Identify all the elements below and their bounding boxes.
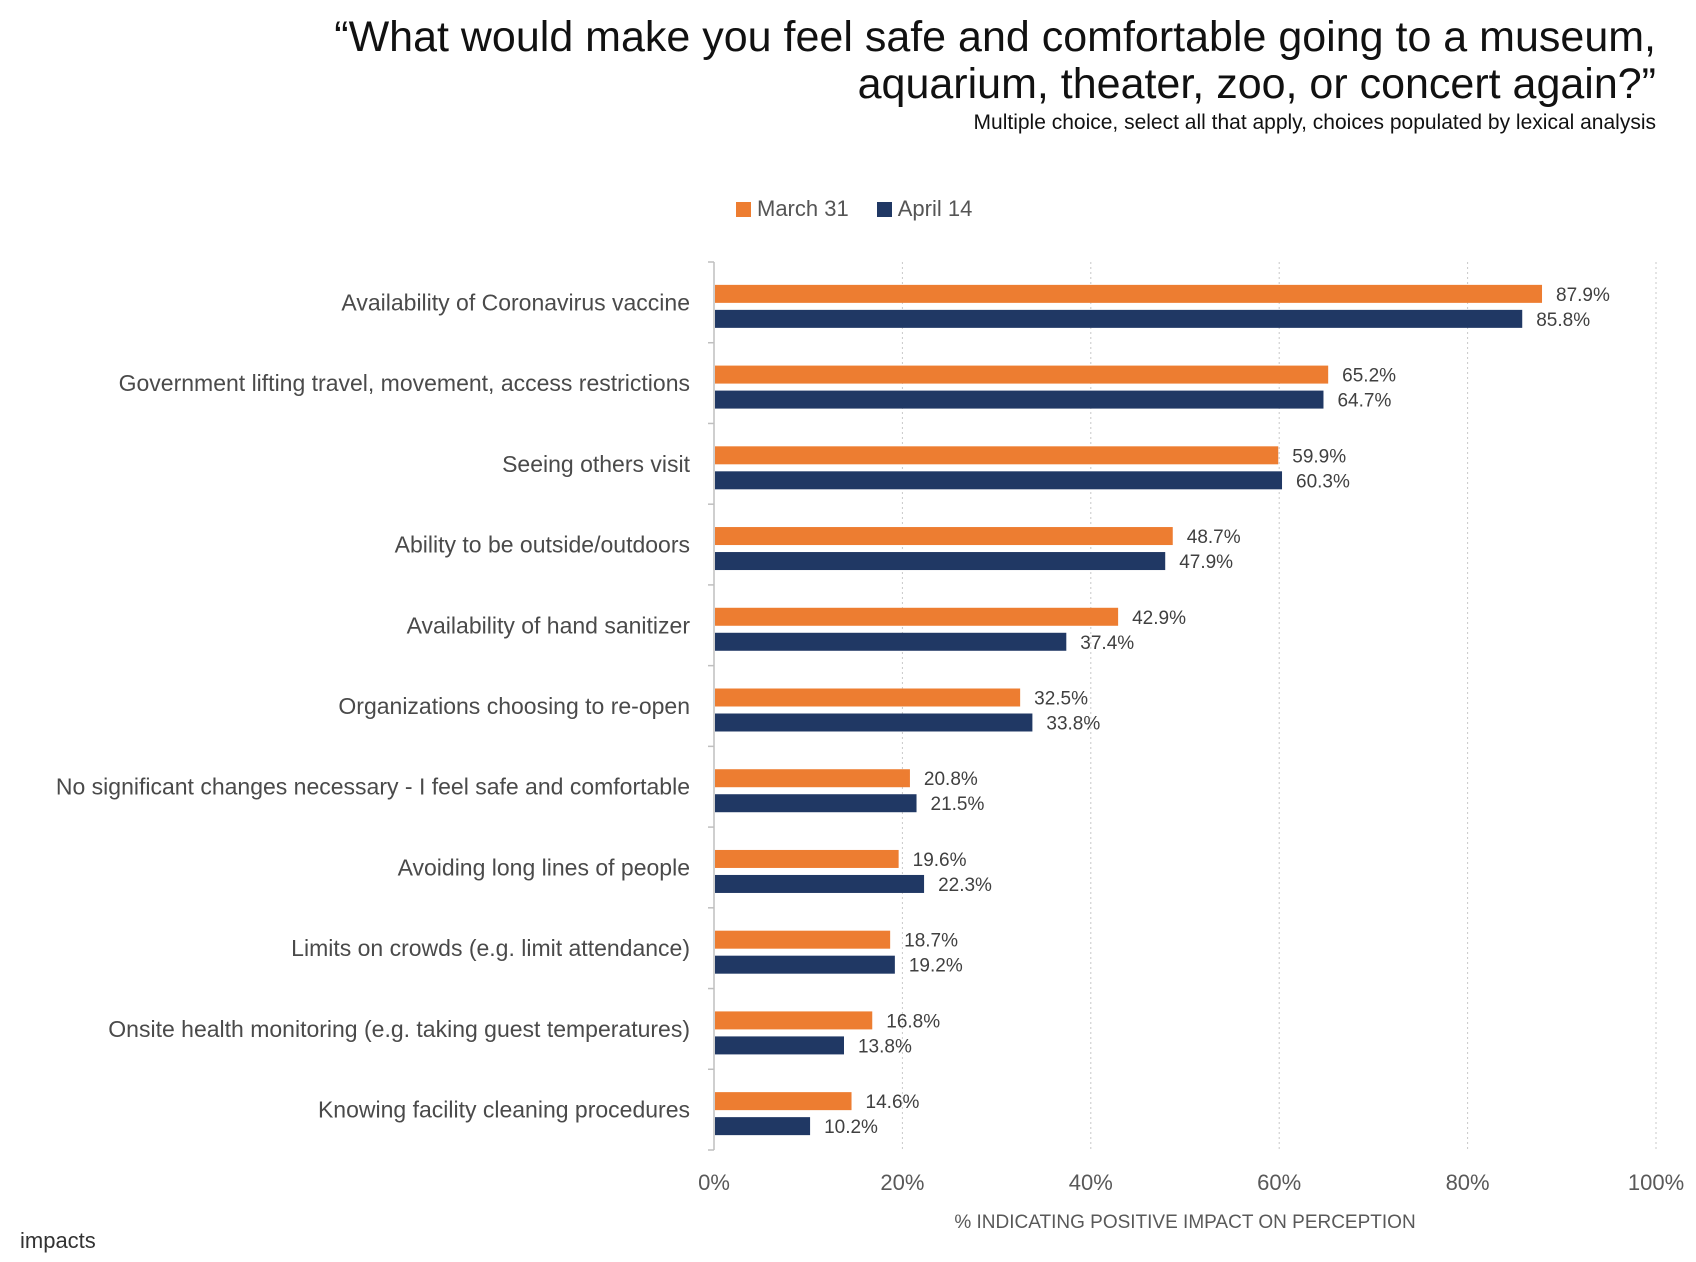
impacts-logo: impacts — [20, 1228, 96, 1254]
data-label: 33.8% — [1046, 714, 1100, 735]
bar — [715, 1117, 811, 1136]
data-label: 16.8% — [886, 1011, 940, 1032]
category-label: Seeing others visit — [502, 451, 691, 477]
bar — [715, 1092, 852, 1111]
bar — [715, 849, 899, 868]
bar — [715, 632, 1067, 651]
data-label: 21.5% — [931, 794, 985, 815]
data-label: 20.8% — [924, 769, 978, 790]
data-label: 19.6% — [913, 850, 967, 871]
data-label: 14.6% — [866, 1092, 920, 1113]
category-label: Organizations choosing to re-open — [338, 693, 690, 719]
bar — [715, 1011, 873, 1030]
data-label: 10.2% — [824, 1117, 878, 1138]
chart-header: “What would make you feel safe and comfo… — [156, 14, 1656, 136]
data-label: 60.3% — [1296, 471, 1350, 492]
legend-label-april-14: April 14 — [897, 196, 973, 221]
bar — [715, 607, 1119, 626]
data-label: 59.9% — [1292, 446, 1346, 467]
x-tick-label: 40% — [1069, 1170, 1113, 1195]
bar — [715, 955, 895, 974]
data-label: 37.4% — [1080, 633, 1134, 654]
chart-title-line2: aquarium, theater, zoo, or concert again… — [857, 60, 1656, 108]
data-label: 22.3% — [938, 875, 992, 896]
data-label: 85.8% — [1536, 310, 1590, 331]
data-label: 19.2% — [909, 956, 963, 977]
bar — [715, 930, 891, 949]
data-label: 64.7% — [1337, 391, 1391, 412]
category-label: Availability of Coronavirus vaccine — [341, 289, 690, 315]
category-label: Avoiding long lines of people — [398, 854, 690, 880]
category-label: Onsite health monitoring (e.g. taking gu… — [108, 1016, 690, 1042]
bar — [715, 390, 1324, 409]
legend-label-march-31: March 31 — [757, 196, 849, 221]
category-label: Government lifting travel, movement, acc… — [119, 370, 690, 396]
bar — [715, 446, 1279, 465]
x-tick-label: 0% — [698, 1170, 730, 1195]
data-label: 47.9% — [1179, 552, 1233, 573]
legend-item-march-31: March 31 — [736, 196, 849, 222]
bar — [715, 874, 925, 893]
bar — [715, 552, 1166, 571]
data-label: 65.2% — [1342, 366, 1396, 387]
x-tick-label: 100% — [1628, 1170, 1684, 1195]
category-label: Limits on crowds (e.g. limit attendance) — [291, 935, 690, 961]
legend-swatch-april-14 — [876, 201, 892, 217]
x-tick-label: 60% — [1257, 1170, 1301, 1195]
category-label: No significant changes necessary - I fee… — [56, 774, 690, 800]
data-label: 87.9% — [1556, 285, 1610, 306]
x-axis-title: % INDICATING POSITIVE IMPACT ON PERCEPTI… — [954, 1212, 1415, 1233]
category-label: Availability of hand sanitizer — [407, 612, 691, 638]
bar — [715, 713, 1033, 732]
bar — [715, 309, 1523, 328]
category-label: Ability to be outside/outdoors — [395, 532, 690, 558]
x-tick-label: 80% — [1446, 1170, 1490, 1195]
data-label: 18.7% — [904, 931, 958, 952]
bar — [715, 365, 1329, 384]
bar — [715, 769, 910, 788]
x-tick-label: 20% — [880, 1170, 924, 1195]
bar — [715, 688, 1021, 707]
bar — [715, 471, 1283, 490]
legend-item-april-14: April 14 — [876, 196, 973, 222]
data-label: 42.9% — [1132, 608, 1186, 629]
bar — [715, 1036, 844, 1055]
legend-swatch-march-31 — [736, 201, 751, 217]
data-label: 13.8% — [858, 1036, 912, 1057]
chart-subtitle: Multiple choice, select all that apply, … — [973, 111, 1656, 134]
data-label: 48.7% — [1187, 527, 1241, 548]
bar — [715, 284, 1543, 303]
bar — [715, 527, 1173, 546]
brand-name: impacts — [20, 1228, 96, 1253]
chart-legend: March 31 April 14 — [736, 196, 972, 222]
category-label: Knowing facility cleaning procedures — [318, 1097, 690, 1123]
data-label: 32.5% — [1034, 689, 1088, 710]
chart-title-line1: “What would make you feel safe and comfo… — [334, 13, 1656, 61]
bar — [715, 794, 917, 813]
